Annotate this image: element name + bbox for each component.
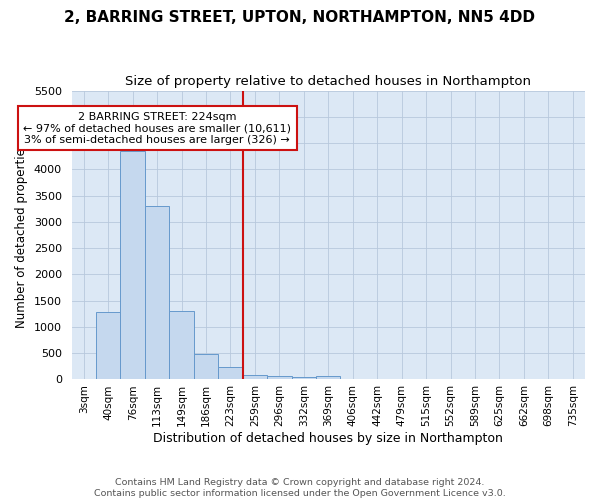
Bar [96, 312, 121, 380]
Bar [316, 376, 340, 380]
Text: 2 BARRING STREET: 224sqm
← 97% of detached houses are smaller (10,611)
3% of sem: 2 BARRING STREET: 224sqm ← 97% of detach… [23, 112, 291, 145]
Bar [145, 206, 169, 380]
Bar [218, 367, 242, 380]
Bar [169, 311, 194, 380]
Bar [121, 151, 145, 380]
Bar [242, 374, 267, 380]
Y-axis label: Number of detached properties: Number of detached properties [15, 142, 28, 328]
Text: Contains HM Land Registry data © Crown copyright and database right 2024.
Contai: Contains HM Land Registry data © Crown c… [94, 478, 506, 498]
Title: Size of property relative to detached houses in Northampton: Size of property relative to detached ho… [125, 75, 531, 88]
Bar [267, 376, 292, 380]
Text: 2, BARRING STREET, UPTON, NORTHAMPTON, NN5 4DD: 2, BARRING STREET, UPTON, NORTHAMPTON, N… [65, 10, 536, 25]
Bar [292, 377, 316, 380]
Bar [194, 354, 218, 380]
X-axis label: Distribution of detached houses by size in Northampton: Distribution of detached houses by size … [154, 432, 503, 445]
